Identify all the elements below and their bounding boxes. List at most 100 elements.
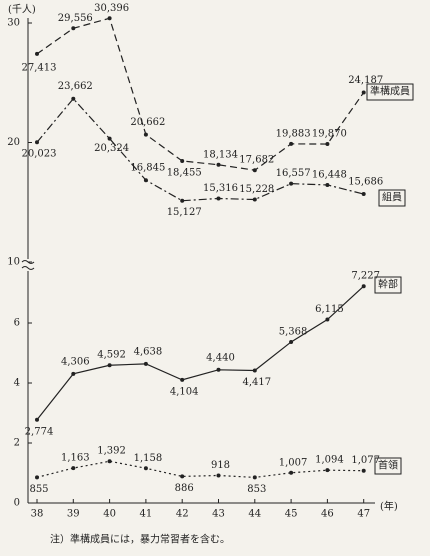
data-point bbox=[107, 459, 112, 464]
legend-box bbox=[366, 83, 414, 101]
data-label: 16,448 bbox=[312, 169, 347, 180]
data-point bbox=[289, 470, 294, 475]
data-label: 853 bbox=[247, 484, 266, 495]
x-tick-label: 41 bbox=[140, 509, 153, 520]
legend-box bbox=[374, 457, 402, 475]
legend-label: 幹部 bbox=[378, 278, 398, 291]
data-point bbox=[71, 26, 76, 31]
data-label: 20,662 bbox=[130, 117, 165, 128]
legend-box bbox=[374, 276, 402, 294]
data-label: 2,774 bbox=[25, 426, 54, 437]
note: 注）準構成員には，暴力常習者を含む。 bbox=[50, 533, 230, 546]
data-label: 15,228 bbox=[239, 184, 274, 195]
data-label: 23,662 bbox=[58, 81, 93, 92]
data-point bbox=[361, 284, 366, 289]
data-label: 17,682 bbox=[239, 155, 274, 166]
y-tick-label: 0 bbox=[14, 498, 20, 509]
data-point bbox=[252, 475, 257, 480]
data-point bbox=[35, 140, 39, 145]
data-label: 27,413 bbox=[22, 62, 57, 73]
data-point bbox=[180, 377, 185, 382]
y-tick-label: 4 bbox=[14, 378, 20, 389]
data-point bbox=[361, 90, 366, 95]
data-point bbox=[361, 468, 366, 473]
data-point bbox=[143, 178, 148, 183]
legend-label: 組員 bbox=[382, 191, 402, 204]
data-label: 19,883 bbox=[276, 128, 311, 139]
data-point bbox=[107, 16, 112, 21]
x-tick-label: 44 bbox=[248, 509, 261, 520]
data-point bbox=[143, 361, 148, 366]
data-label: 4,440 bbox=[206, 352, 235, 363]
x-tick-label: 46 bbox=[321, 509, 334, 520]
data-label: 1,158 bbox=[134, 453, 163, 464]
data-label: 20,023 bbox=[22, 149, 57, 160]
data-point bbox=[361, 192, 366, 197]
data-point bbox=[252, 197, 257, 202]
data-point bbox=[107, 136, 112, 141]
data-label: 918 bbox=[211, 460, 230, 471]
data-point bbox=[180, 158, 185, 163]
data-label: 18,455 bbox=[167, 167, 202, 178]
data-point bbox=[143, 466, 148, 471]
data-point bbox=[180, 198, 185, 203]
data-point bbox=[180, 474, 185, 479]
legend-label: 準構成員 bbox=[370, 85, 410, 98]
data-label: 24,187 bbox=[348, 75, 383, 86]
x-tick-label: 47 bbox=[357, 509, 370, 520]
series-line bbox=[36, 17, 365, 171]
y-tick-label: 2 bbox=[14, 438, 20, 449]
y-unit: (千人) bbox=[8, 4, 36, 16]
x-tick-label: 43 bbox=[212, 509, 225, 520]
x-tick-label: 40 bbox=[103, 509, 116, 520]
data-label: 19,870 bbox=[312, 129, 347, 140]
data-point bbox=[216, 162, 221, 167]
x-tick-label: 39 bbox=[67, 509, 80, 520]
data-label: 15,127 bbox=[167, 207, 202, 218]
series-line bbox=[36, 285, 365, 421]
data-label: 16,845 bbox=[130, 163, 165, 174]
data-point bbox=[35, 475, 39, 480]
data-label: 5,368 bbox=[279, 326, 308, 337]
data-point bbox=[71, 371, 76, 376]
data-label: 1,392 bbox=[97, 446, 126, 457]
legend-label: 首領 bbox=[378, 459, 398, 472]
data-label: 7,227 bbox=[351, 271, 380, 282]
data-point bbox=[216, 367, 221, 372]
data-point bbox=[35, 417, 39, 422]
data-label: 855 bbox=[29, 484, 48, 495]
data-point bbox=[289, 141, 294, 146]
legend-box bbox=[378, 189, 406, 207]
data-point bbox=[289, 339, 294, 344]
data-label: 4,417 bbox=[242, 377, 271, 388]
data-label: 4,306 bbox=[61, 356, 90, 367]
data-label: 16,557 bbox=[276, 168, 311, 179]
data-label: 1,163 bbox=[61, 453, 90, 464]
data-point bbox=[325, 182, 330, 187]
data-point bbox=[216, 473, 221, 478]
data-point bbox=[71, 466, 76, 471]
y-tick-label: 30 bbox=[7, 18, 20, 29]
series-line bbox=[36, 97, 364, 202]
data-point bbox=[35, 51, 39, 56]
x-tick-label: 45 bbox=[285, 509, 298, 520]
data-point bbox=[325, 317, 330, 322]
data-point bbox=[325, 468, 330, 473]
y-tick-label: 10 bbox=[7, 257, 20, 268]
data-label: 1,094 bbox=[315, 455, 344, 466]
data-label: 20,324 bbox=[94, 143, 129, 154]
data-point bbox=[289, 181, 294, 186]
data-label: 30,396 bbox=[94, 3, 129, 14]
data-point bbox=[216, 196, 221, 201]
data-label: 15,686 bbox=[348, 177, 383, 188]
data-label: 1,077 bbox=[351, 455, 380, 466]
data-point bbox=[252, 168, 257, 173]
data-point bbox=[107, 363, 112, 368]
x-tick-label: 42 bbox=[176, 509, 189, 520]
data-point bbox=[143, 132, 148, 137]
data-point bbox=[71, 96, 76, 101]
y-tick-label: 20 bbox=[7, 137, 20, 148]
data-label: 6,115 bbox=[315, 304, 344, 315]
data-label: 4,104 bbox=[170, 386, 199, 397]
